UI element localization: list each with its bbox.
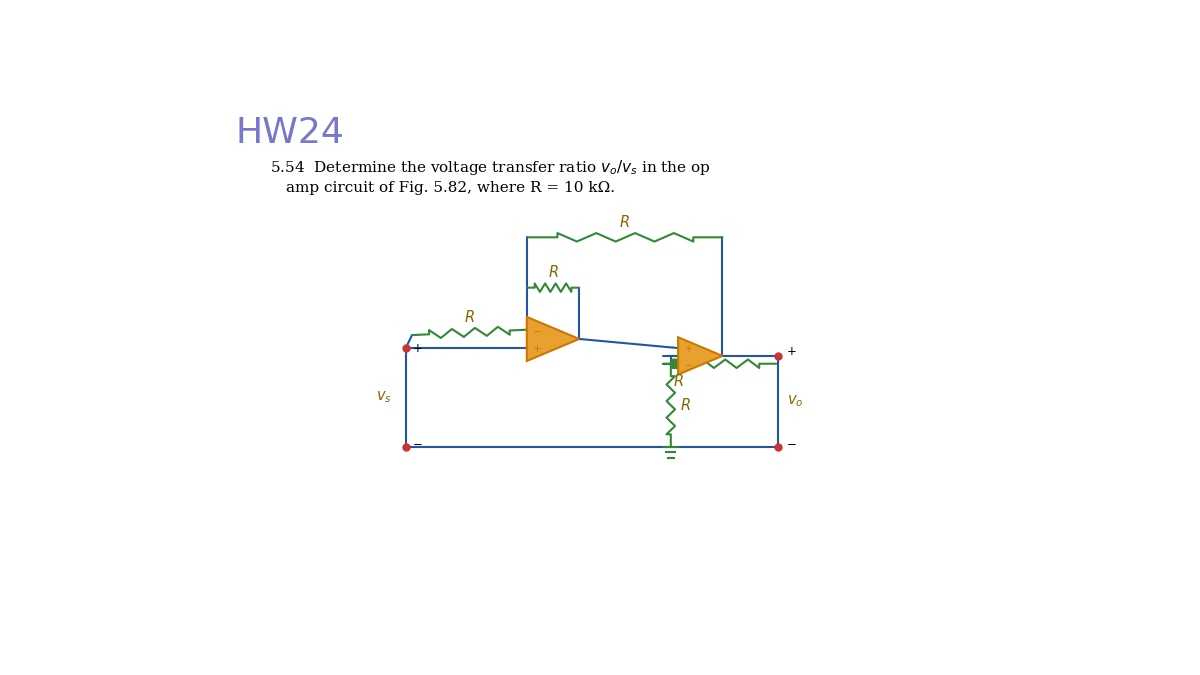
Text: $+$: $+$ xyxy=(412,342,422,354)
Text: $+$: $+$ xyxy=(786,345,796,358)
Text: $-$: $-$ xyxy=(533,325,542,335)
Text: $v_s$: $v_s$ xyxy=(376,389,392,405)
Text: $R$: $R$ xyxy=(680,397,691,413)
Text: $-$: $-$ xyxy=(684,358,692,369)
Polygon shape xyxy=(678,338,722,375)
Text: $+$: $+$ xyxy=(533,343,542,354)
Text: 5.54  Determine the voltage transfer ratio $v_o/v_s$ in the op: 5.54 Determine the voltage transfer rati… xyxy=(270,158,710,177)
Text: $R$: $R$ xyxy=(464,309,475,325)
Text: $v_o$: $v_o$ xyxy=(786,394,803,409)
Text: $-$: $-$ xyxy=(786,437,796,450)
Text: HW24: HW24 xyxy=(235,115,344,150)
Text: $R$: $R$ xyxy=(619,213,630,230)
Polygon shape xyxy=(527,317,580,361)
Text: $-$: $-$ xyxy=(412,437,422,450)
Text: amp circuit of Fig. 5.82, where R = 10 kΩ.: amp circuit of Fig. 5.82, where R = 10 k… xyxy=(286,181,614,195)
Text: $+$: $+$ xyxy=(684,343,692,354)
Text: $R$: $R$ xyxy=(673,373,684,389)
Text: $R$: $R$ xyxy=(547,264,558,280)
